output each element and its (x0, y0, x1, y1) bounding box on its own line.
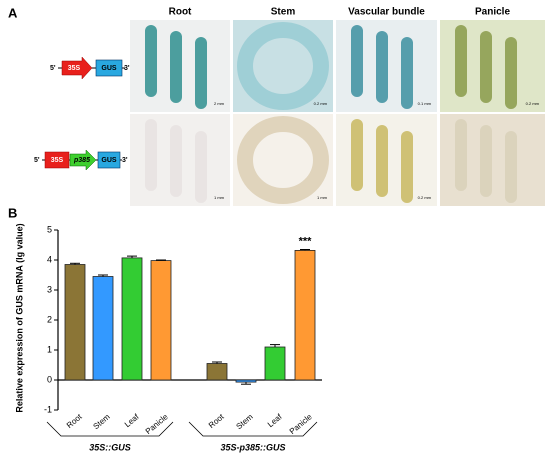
y-tick-label: 2 (47, 314, 52, 324)
x-tick-label: Leaf (266, 412, 284, 429)
x-tick-label: Stem (92, 412, 112, 431)
x-tick-label: Root (65, 412, 84, 430)
five-prime: 5' (50, 65, 56, 72)
significance: *** (299, 235, 313, 247)
scale-bar: 1 mm (317, 195, 328, 200)
promoter: 35S (51, 157, 64, 164)
bar (121, 257, 143, 381)
photo-detail (195, 37, 207, 109)
photo-detail (376, 125, 388, 197)
construct-2: 5' 35S p385 GUS 3' (34, 149, 128, 171)
bar (150, 260, 172, 381)
photo-detail (170, 31, 182, 103)
photo-detail (401, 37, 413, 109)
column-header: Stem (271, 7, 296, 18)
column-header: Root (169, 7, 192, 18)
bar (294, 249, 316, 381)
photo-detail (195, 131, 207, 203)
photo-detail (351, 119, 363, 191)
group-bracket (188, 421, 318, 437)
photo-detail (376, 31, 388, 103)
x-tick-label: Panicle (144, 412, 170, 436)
photo-detail (455, 25, 467, 97)
group-label: 35S-p385::GUS (220, 442, 285, 452)
column-header: Panicle (475, 7, 510, 18)
scale-bar: 2 mm (214, 101, 225, 106)
y-tick-label: 0 (47, 374, 52, 384)
bar (206, 363, 228, 381)
gene: GUS (101, 157, 117, 164)
scale-bar: 0.2 mm (418, 195, 432, 200)
x-tick-label: Leaf (123, 412, 141, 429)
group-label: 35S::GUS (89, 442, 131, 452)
photo-detail (145, 119, 157, 191)
y-tick-label: 3 (47, 284, 52, 294)
bar (235, 379, 257, 383)
x-tick-label: Stem (235, 412, 255, 431)
group-bracket (46, 421, 174, 437)
three-prime: 3' (124, 65, 130, 72)
scale-bar: 0.2 mm (526, 101, 540, 106)
construct-1: 5' 35S GUS 3' (50, 56, 130, 80)
x-tick-label: Root (207, 412, 226, 430)
photo-detail (237, 116, 329, 204)
gene: GUS (101, 65, 117, 72)
column-header: Vascular bundle (348, 7, 425, 18)
photo-detail (145, 25, 157, 97)
photo-detail (351, 25, 363, 97)
scale-bar: 0.1 mm (418, 101, 432, 106)
photo-detail (170, 125, 182, 197)
photo-detail (480, 31, 492, 103)
bar (92, 276, 114, 381)
five-prime: 5' (34, 157, 40, 164)
photo-detail (455, 119, 467, 191)
bar (264, 346, 286, 381)
photo-detail (237, 22, 329, 110)
panel-label: B (8, 205, 17, 220)
photo-detail (401, 131, 413, 203)
scale-bar: 1 mm (214, 195, 225, 200)
x-tick-label: Panicle (288, 412, 314, 436)
panel-label: A (8, 5, 18, 20)
photo-detail (480, 125, 492, 197)
y-tick-label: -1 (44, 404, 52, 414)
scale-bar: 0.2 mm (314, 101, 328, 106)
y-axis-label: Relative expression of GUS mRNA (lg valu… (14, 223, 24, 412)
y-tick-label: 5 (47, 224, 52, 234)
photo-detail (505, 131, 517, 203)
photo-detail (505, 37, 517, 109)
bar (64, 264, 86, 381)
insert: p385 (73, 157, 90, 164)
promoter: 35S (68, 65, 81, 72)
y-tick-label: 4 (47, 254, 52, 264)
three-prime: 3' (122, 157, 128, 164)
y-tick-label: 1 (47, 344, 52, 354)
